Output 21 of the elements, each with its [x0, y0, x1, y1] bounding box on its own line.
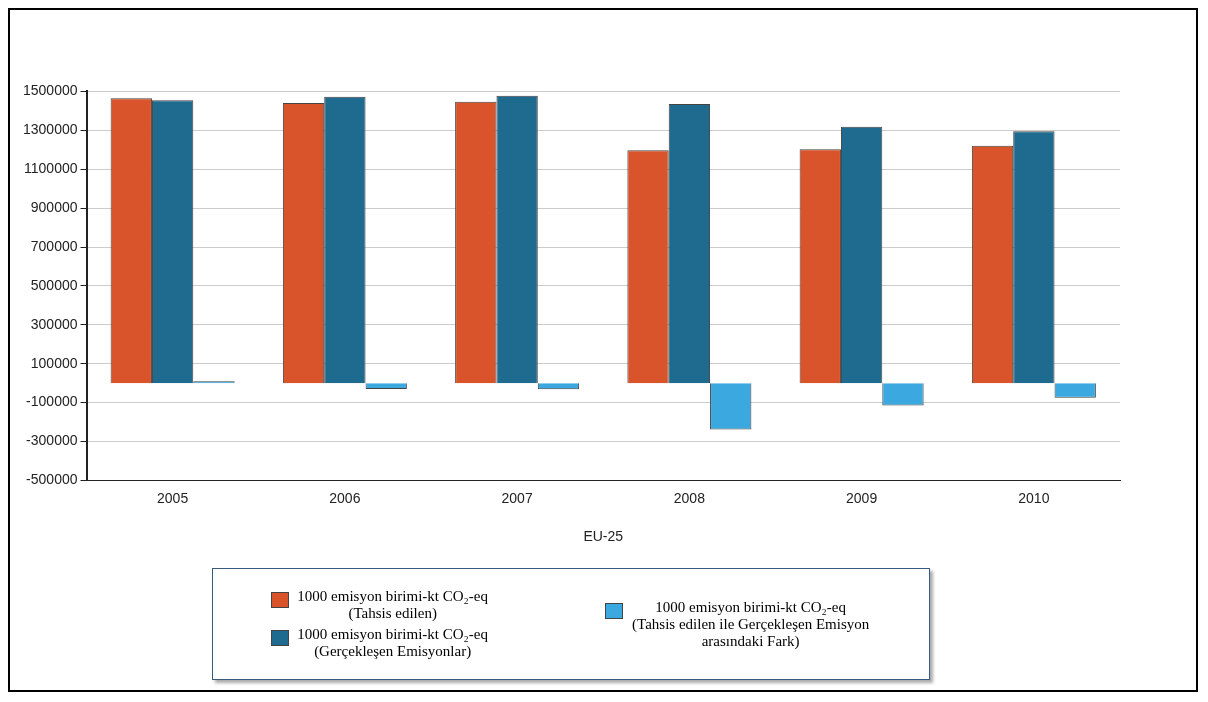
- x-tick-label: 2008: [673, 489, 706, 506]
- legend-label: 1000 emisyon birimi-kt CO₂-eq (Gerçekleşen Emisyonlar): [297, 626, 488, 659]
- y-tick-label: 1500000: [22, 82, 78, 99]
- y-tick-label: 900000: [30, 198, 78, 215]
- x-tick-label: 2009: [846, 489, 878, 506]
- y-tick-label: -500000: [26, 471, 78, 488]
- x-tick-label: 2010: [1018, 489, 1050, 506]
- y-tick-label: 500000: [30, 276, 78, 293]
- y-tick-label: 300000: [30, 315, 78, 332]
- y-tick-label: -100000: [26, 393, 78, 410]
- y-tick-label: -300000: [26, 432, 78, 449]
- legend-label: 1000 emisyon birimi-kt CO₂-eq (Tahsis edilen ile Gerçekleşen Emisyon arasındaki Fark): [632, 598, 870, 649]
- y-tick-label: 100000: [30, 354, 78, 371]
- x-tick-label: 2007: [501, 489, 533, 506]
- x-axis-title: EU-25: [583, 528, 624, 545]
- x-tick-label: 2006: [329, 489, 361, 506]
- x-tick-label: 2005: [157, 489, 189, 506]
- y-tick-label: 700000: [30, 237, 78, 254]
- y-tick-label: 1100000: [24, 160, 78, 177]
- legend-label: 1000 emisyon birimi-kt CO₂-eq (Tahsis edilen): [297, 588, 488, 621]
- y-tick-label: 1300000: [22, 121, 78, 138]
